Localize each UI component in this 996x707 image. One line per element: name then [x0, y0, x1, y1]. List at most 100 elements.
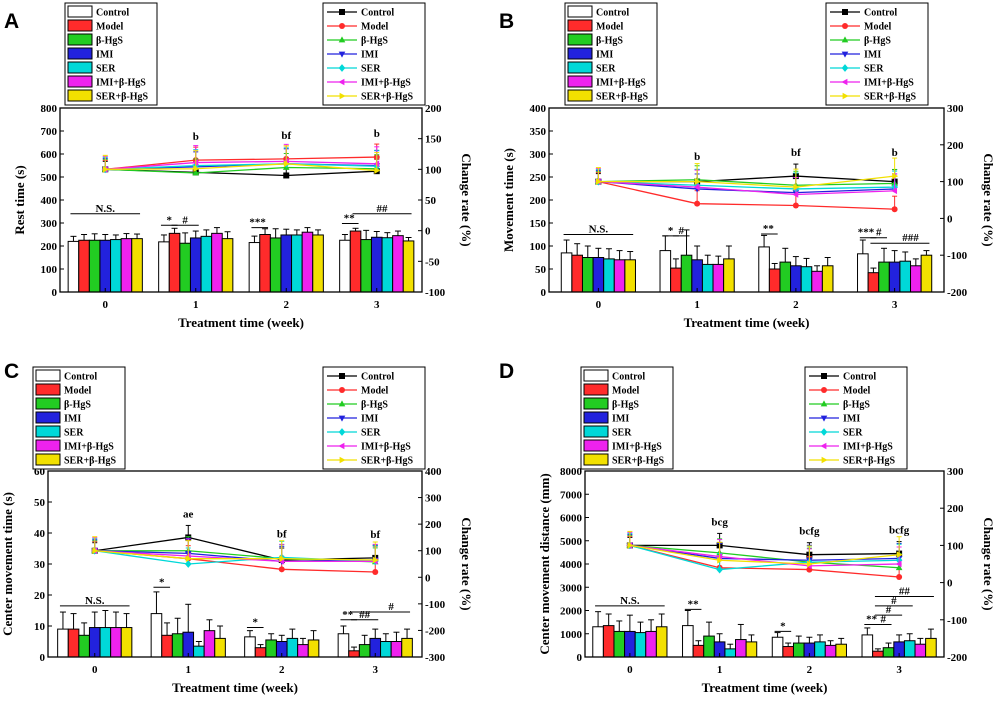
bar-legend-swatch: [67, 33, 93, 46]
significance-mark: ##: [899, 586, 911, 598]
y2-axis-title: Change rate (%): [981, 517, 996, 610]
bar: [381, 237, 394, 293]
panel-label: C: [4, 360, 19, 383]
significance-mark: **: [342, 609, 354, 621]
rate-point: [716, 553, 723, 560]
rate-point: [184, 560, 192, 568]
line-legend-label: IMI+β-HgS: [864, 78, 914, 89]
y2-tick-label: 400: [425, 466, 442, 478]
y-axis-title: Rest time (s): [12, 165, 27, 234]
bar: [882, 647, 895, 658]
bar: [370, 236, 383, 293]
line-legend-marker: [820, 415, 828, 422]
rate-point: [372, 556, 379, 564]
bar: [899, 260, 912, 293]
y-tick-label: 60: [34, 466, 46, 478]
y-tick-label: 700: [41, 126, 58, 138]
bar: [161, 634, 173, 658]
bar-legend-label: IMI+β-HgS: [96, 78, 146, 89]
significance-mark: N.S.: [589, 224, 609, 236]
y-tick-label: 800: [41, 103, 58, 115]
bar: [920, 254, 933, 293]
bar-legend-label: IMI+β-HgS: [64, 442, 114, 453]
y2-tick-label: 100: [425, 546, 442, 558]
rate-line: [598, 180, 895, 210]
y-axis-title: Center movement distance (mm): [537, 473, 552, 654]
line-legend-marker: [842, 92, 849, 100]
rate-point: [693, 183, 700, 191]
bar-legend-swatch: [583, 397, 609, 410]
rate-point: [192, 159, 199, 166]
bar: [680, 254, 693, 293]
bar-legend-label: IMI+β-HgS: [612, 442, 662, 453]
bar: [120, 627, 133, 658]
bar: [221, 238, 234, 293]
bar-legend-swatch: [67, 89, 93, 102]
y-axis-title: Center movement time (s): [0, 492, 15, 636]
line-legend-marker: [338, 78, 345, 86]
bar: [57, 628, 69, 658]
y-tick-label: 30: [34, 559, 46, 571]
line-legend-label: β-HgS: [843, 400, 870, 411]
bar: [914, 643, 927, 658]
x-tick-label: 2: [793, 299, 799, 311]
y2-tick-label: -200: [947, 652, 968, 664]
bar: [349, 230, 362, 293]
y2-tick-label: 100: [947, 177, 964, 189]
rate-point: [92, 547, 99, 555]
bar-legend-swatch: [583, 369, 609, 382]
line-legend: Control Model β-HgS IMI SER IMI+β-HgS SER+β-Hg…: [322, 2, 426, 106]
bar: [360, 239, 372, 293]
y-tick-label: 100: [41, 264, 58, 276]
rate-point: [373, 160, 380, 168]
x-axis-title: Treatment time (week): [684, 315, 810, 330]
bar-legend-label: SER: [612, 428, 632, 439]
bar-legend-swatch: [67, 75, 93, 88]
line-legend-label: Control: [843, 372, 876, 383]
significance-mark: N.S.: [620, 595, 640, 607]
group-letter: bcg: [711, 516, 728, 528]
line-legend-marker: [842, 23, 848, 29]
y-tick-label: 500: [41, 172, 58, 184]
y2-tick-label: 100: [947, 540, 964, 552]
bar: [189, 237, 202, 293]
y-tick-label: 150: [530, 218, 547, 230]
y2-tick-label: 200: [425, 519, 442, 531]
bar: [571, 254, 583, 293]
y2-tick-label: -100: [425, 599, 446, 611]
x-tick-label: 1: [186, 664, 192, 676]
x-axis-title: Treatment time (week): [702, 680, 828, 695]
bar: [592, 257, 605, 293]
bar-legend-label: Control: [612, 372, 645, 383]
bar-legend-label: SER+β-HgS: [596, 92, 649, 103]
y2-tick-label: -200: [947, 287, 968, 299]
line-legend-label: SER+β-HgS: [361, 92, 414, 103]
rate-line: [598, 180, 895, 190]
bar: [888, 261, 901, 293]
line-legend-marker: [821, 373, 827, 379]
x-tick-label: 3: [892, 299, 898, 311]
bar-legend-swatch: [583, 425, 609, 438]
bar-legend-swatch: [567, 19, 593, 32]
line-legend-label: SER+β-HgS: [361, 456, 414, 467]
rate-line: [629, 544, 900, 571]
bar: [910, 265, 922, 293]
line-legend: Control Model β-HgS IMI SER IMI+β-HgS SER+β-Hg…: [825, 2, 929, 106]
rate-line: [629, 544, 900, 565]
rate-point: [283, 172, 290, 179]
significance-mark: **: [866, 613, 878, 625]
bar: [110, 239, 122, 293]
line-legend-marker: [339, 9, 345, 15]
bar: [171, 633, 184, 658]
line-legend-label: Control: [361, 8, 394, 19]
rate-point: [891, 206, 898, 213]
bar-legend: Control Model β-HgS IMI SER IMI+β-HgS SER+β-Hg…: [580, 366, 674, 470]
y-tick-label: 400: [41, 195, 58, 207]
bar: [800, 266, 813, 293]
line-legend-marker: [841, 36, 849, 43]
bar-legend-label: Control: [64, 372, 97, 383]
significance-mark: #: [886, 604, 892, 616]
line-legend-label: SER+β-HgS: [864, 92, 917, 103]
bar-legend: Control Model β-HgS IMI SER IMI+β-HgS SER+β-Hg…: [564, 2, 658, 106]
